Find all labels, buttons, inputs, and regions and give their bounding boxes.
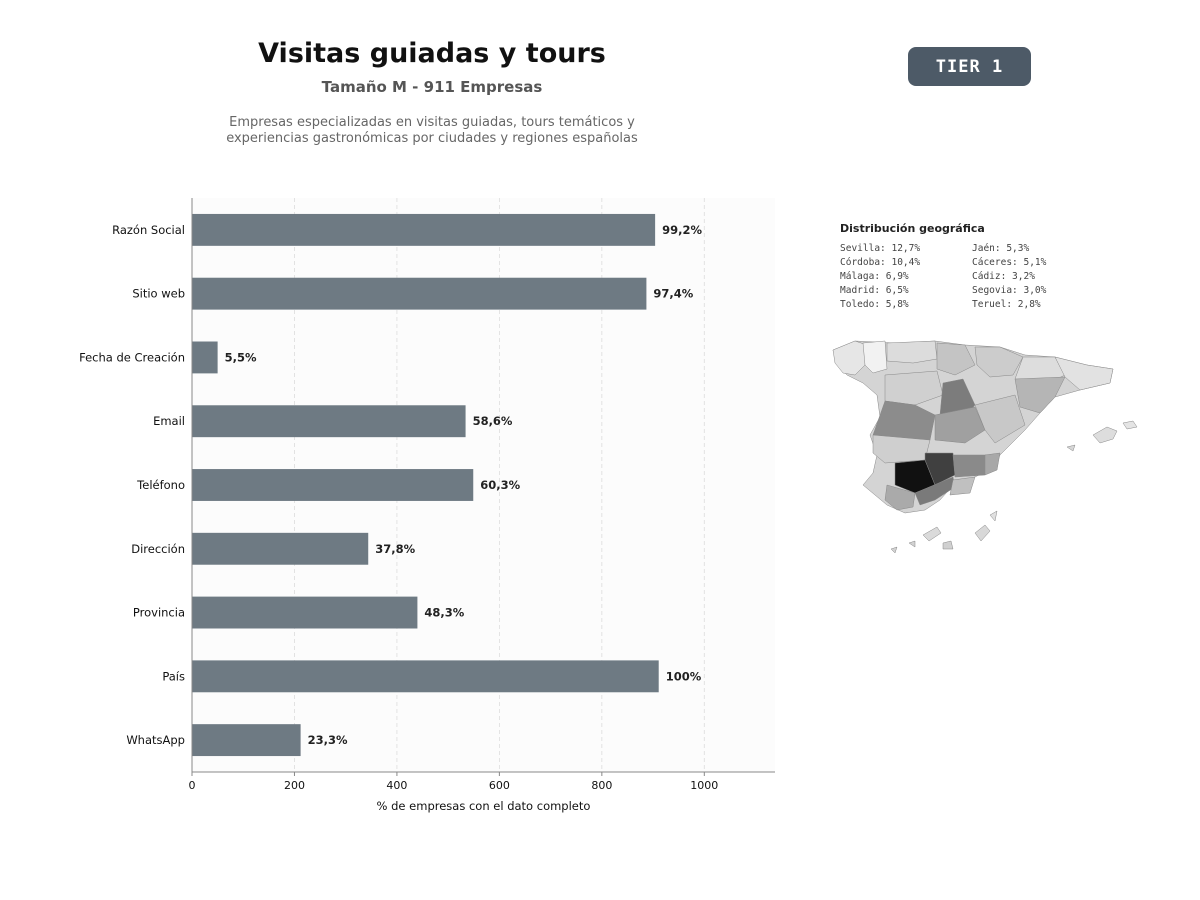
geo-item: Segovia: 3,0% — [972, 285, 1047, 296]
data-label: 48,3% — [424, 606, 464, 620]
bar — [192, 277, 647, 310]
geo-item: Jaén: 5,3% — [972, 243, 1030, 254]
category-label: Provincia — [133, 606, 185, 620]
bar — [192, 532, 369, 565]
x-tick-label: 800 — [591, 779, 612, 792]
bar-chart: Razón Social 99,2% Sitio web 97,4% Fecha de … — [79, 198, 775, 813]
x-tick-label: 400 — [386, 779, 407, 792]
bar — [192, 469, 474, 501]
geo-title: Distribución geográfica — [840, 222, 985, 235]
geo-item: Málaga: 6,9% — [840, 271, 909, 282]
bar — [192, 660, 659, 693]
category-label: Sitio web — [132, 287, 185, 301]
description-line-1: Empresas especializadas en visitas guiad… — [229, 115, 635, 130]
geo-item: Toledo: 5,8% — [840, 299, 909, 310]
data-label: 97,4% — [653, 287, 693, 301]
x-tick-label: 1000 — [690, 779, 718, 792]
category-label: País — [162, 669, 185, 683]
bar — [192, 405, 466, 438]
page-title: Visitas guiadas y tours — [258, 38, 606, 69]
x-tick-label: 200 — [284, 779, 305, 792]
x-tick-label: 0 — [189, 779, 196, 792]
geo-item: Córdoba: 10,4% — [840, 257, 921, 268]
bar — [192, 724, 301, 757]
category-label: Fecha de Creación — [79, 350, 185, 364]
category-label: Dirección — [131, 542, 185, 556]
spain-map-icon — [832, 340, 1138, 554]
description-line-2: experiencias gastronómicas por ciudades … — [226, 131, 638, 146]
bar — [192, 341, 218, 374]
category-label: Razón Social — [112, 223, 185, 237]
data-label: 99,2% — [662, 223, 702, 237]
page-subtitle: Tamaño M - 911 Empresas — [321, 78, 543, 96]
page-description: Empresas especializadas en visitas guiad… — [0, 115, 864, 147]
geo-item: Sevilla: 12,7% — [840, 243, 921, 254]
geo-distribution: Distribución geográfica Sevilla: 12,7% J… — [840, 222, 1072, 310]
bar — [192, 213, 656, 246]
data-label: 60,3% — [480, 478, 520, 492]
geo-item: Teruel: 2,8% — [972, 299, 1041, 310]
geo-item: Cádiz: 3,2% — [972, 271, 1035, 282]
category-label: WhatsApp — [126, 733, 185, 747]
data-label: 100% — [666, 669, 702, 683]
geo-item: Madrid: 6,5% — [840, 285, 909, 296]
data-label: 37,8% — [375, 542, 415, 556]
category-label: Teléfono — [136, 478, 185, 492]
tier-badge: TIER 1 — [908, 47, 1031, 86]
x-axis-label: % de empresas con el dato completo — [377, 799, 591, 813]
data-label: 5,5% — [225, 350, 257, 364]
data-label: 23,3% — [308, 733, 348, 747]
bar — [192, 596, 418, 629]
geo-item: Cáceres: 5,1% — [972, 257, 1047, 268]
data-label: 58,6% — [473, 414, 513, 428]
geo-list: Sevilla: 12,7% Jaén: 5,3% Córdoba: 10,4%… — [840, 243, 1072, 310]
category-label: Email — [153, 414, 185, 428]
x-tick-label: 600 — [489, 779, 510, 792]
